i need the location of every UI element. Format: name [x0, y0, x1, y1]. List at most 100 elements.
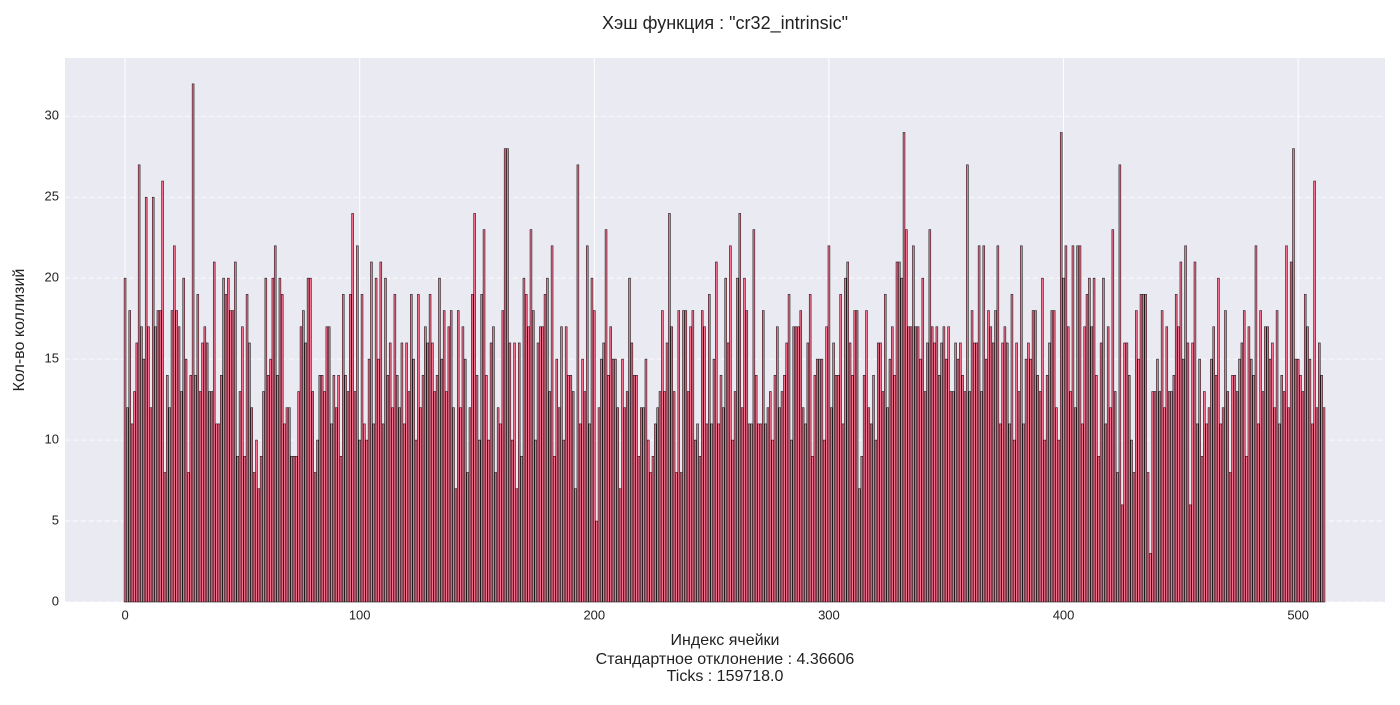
bar	[959, 342, 962, 603]
bar	[689, 326, 692, 603]
bar	[1074, 407, 1077, 603]
bar	[325, 326, 329, 603]
bar	[342, 294, 345, 603]
bar	[970, 310, 974, 603]
bar	[935, 326, 939, 603]
bar	[1006, 342, 1009, 603]
bar	[1203, 391, 1206, 603]
bar	[482, 229, 486, 603]
bar	[813, 375, 817, 603]
bar	[1111, 229, 1115, 603]
bar	[703, 326, 706, 603]
bar	[799, 310, 803, 603]
bar	[166, 375, 169, 603]
bar	[1027, 342, 1030, 603]
bar	[930, 326, 934, 603]
y-tick-label: 5	[52, 512, 59, 527]
bar	[534, 439, 537, 603]
bar	[891, 326, 894, 603]
bar	[311, 391, 315, 603]
bar	[1067, 326, 1070, 603]
bar	[1069, 391, 1072, 603]
bar	[377, 358, 380, 603]
bar	[956, 358, 960, 603]
bar	[635, 375, 638, 603]
bar	[895, 261, 899, 603]
bar	[1001, 342, 1004, 603]
bar	[278, 277, 282, 603]
bar	[320, 375, 324, 603]
bar	[259, 455, 263, 603]
bar	[546, 277, 549, 603]
bar	[555, 358, 559, 603]
bar	[227, 277, 230, 603]
bar	[255, 439, 258, 603]
bar	[1318, 342, 1321, 603]
bar	[337, 375, 340, 603]
bar	[1294, 358, 1298, 603]
bar	[571, 391, 575, 603]
bar	[290, 455, 293, 603]
bar	[248, 342, 251, 603]
bar	[262, 391, 265, 603]
bar	[780, 391, 784, 603]
bar	[1210, 358, 1213, 603]
bar	[386, 375, 390, 603]
bar	[973, 342, 976, 603]
bar	[1151, 391, 1154, 603]
bar	[1181, 358, 1185, 603]
bar	[940, 342, 943, 603]
bar	[1109, 407, 1112, 603]
bar	[893, 375, 896, 603]
bar	[670, 326, 673, 603]
bar	[1292, 148, 1295, 603]
bar	[614, 358, 617, 603]
bar	[792, 326, 795, 603]
bar	[349, 294, 352, 603]
bar	[234, 261, 237, 603]
bar	[1149, 553, 1152, 603]
bar	[1048, 342, 1051, 603]
bar	[933, 342, 936, 603]
bar	[1137, 358, 1140, 603]
bar	[1217, 277, 1220, 603]
bar	[525, 294, 528, 603]
bar	[616, 407, 620, 603]
bar	[250, 407, 253, 603]
y-axis-label: Кол-во коллизий	[11, 269, 28, 392]
bar	[766, 407, 770, 603]
bar	[1245, 455, 1248, 603]
bar	[128, 310, 131, 603]
bar	[759, 423, 763, 603]
bar	[356, 245, 359, 603]
bar	[220, 375, 223, 603]
bar	[677, 310, 681, 603]
bar	[550, 245, 554, 603]
bar	[1102, 277, 1105, 603]
bar	[708, 294, 711, 603]
bar	[295, 455, 298, 603]
bar	[447, 326, 451, 603]
bar	[304, 342, 307, 603]
bar	[1106, 326, 1110, 603]
bar	[862, 375, 866, 603]
bar	[1280, 375, 1284, 603]
bar	[949, 391, 953, 603]
bar	[794, 326, 798, 603]
bar	[1212, 326, 1215, 603]
bar	[229, 310, 232, 603]
bar	[820, 358, 824, 603]
bar	[1214, 375, 1218, 603]
bar	[989, 326, 993, 603]
bar	[909, 326, 913, 603]
x-tick-label: 200	[583, 607, 605, 622]
bar	[499, 423, 502, 603]
bar	[175, 310, 178, 603]
bar	[529, 229, 533, 603]
bar	[663, 391, 666, 603]
bar	[271, 277, 275, 603]
bar	[140, 326, 143, 603]
bar	[1322, 407, 1326, 603]
bar	[487, 439, 490, 603]
